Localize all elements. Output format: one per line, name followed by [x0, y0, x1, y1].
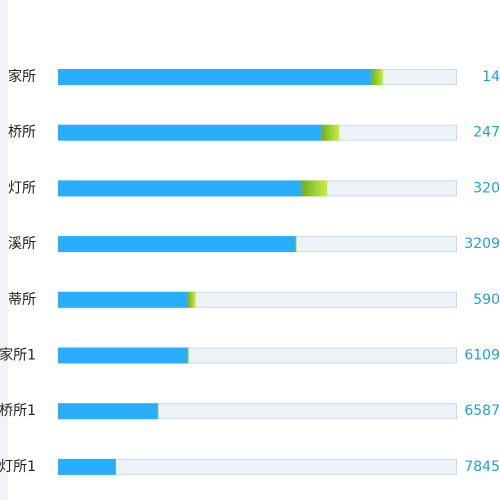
value-label: 320 — [473, 180, 500, 196]
bar-track — [58, 458, 457, 475]
category-label: 桥所 — [8, 125, 36, 141]
category-label: 家所1 — [0, 347, 36, 364]
value-label: 14 — [482, 69, 500, 85]
value-label: 7845 — [464, 459, 500, 475]
value-label: 6109 — [464, 348, 500, 364]
bar-primary-segment — [58, 291, 188, 308]
category-label: 桥所1 — [0, 403, 36, 419]
bar-row: 灯所1 7845 — [0, 458, 500, 475]
bar-primary-segment — [58, 69, 372, 85]
bar-secondary-segment — [301, 180, 328, 197]
left-edge-strip — [0, 0, 8, 500]
bar-primary-segment — [58, 403, 158, 420]
value-label: 6587 — [464, 403, 500, 419]
value-label: 3209 — [464, 236, 500, 252]
bar-row: 家所1 6109 — [0, 347, 500, 364]
category-label: 灯所1 — [0, 459, 36, 475]
bar-secondary-segment — [187, 347, 189, 364]
value-label: 590 — [473, 292, 500, 308]
bar-primary-segment — [58, 347, 188, 364]
bar-secondary-segment — [371, 69, 384, 85]
bar-row: 灯所 320 — [8, 180, 500, 197]
bar-primary-segment — [58, 458, 116, 475]
bar-secondary-segment — [157, 403, 159, 420]
bar-primary-segment — [58, 124, 322, 141]
category-label: 灯所 — [8, 180, 36, 196]
bar-row: 溪所 3209 — [8, 236, 500, 253]
bar-primary-segment — [58, 236, 296, 253]
bar-row: 家所 14 — [8, 68, 500, 85]
bar-row: 桥所1 6587 — [0, 403, 500, 420]
bar-secondary-segment — [187, 291, 196, 308]
bar-secondary-segment — [321, 124, 340, 141]
category-label: 家所 — [8, 68, 36, 85]
bar-primary-segment — [58, 180, 302, 197]
category-label: 蒂所 — [8, 292, 36, 308]
category-label: 溪所 — [8, 236, 36, 252]
bar-row: 蒂所 590 — [8, 291, 500, 308]
bar-secondary-segment — [295, 236, 297, 253]
value-label: 247 — [473, 125, 500, 141]
bar-row: 桥所 247 — [8, 124, 500, 141]
